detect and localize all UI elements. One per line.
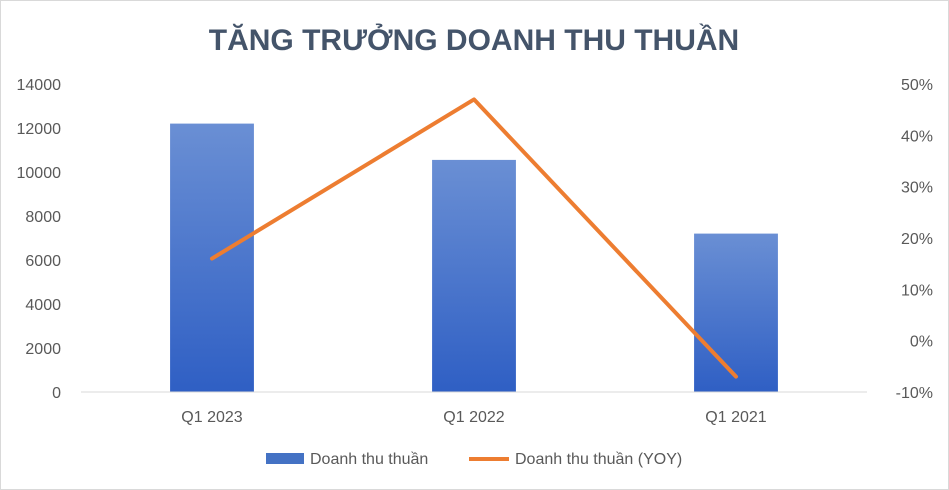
right-tick-label: 10% [901,282,933,299]
left-tick-label: 6000 [25,253,61,270]
chart-title: TĂNG TRƯỞNG DOANH THU THUẦN [209,23,739,57]
right-tick-label: -10% [896,385,933,402]
legend: Doanh thu thuần Doanh thu thuần (YOY) [266,451,682,468]
x-tick-label: Q1 2021 [705,409,766,426]
left-tick-label: 2000 [25,341,61,358]
x-tick-label: Q1 2023 [181,409,242,426]
left-tick-label: 8000 [25,209,61,226]
left-axis-ticks: 0 2000 4000 6000 8000 10000 12000 14000 [17,77,62,402]
legend-swatch-bar [266,453,304,464]
yoy-point-3 [734,375,738,379]
left-tick-label: 4000 [25,297,61,314]
right-tick-label: 50% [901,77,933,94]
line-series-group [210,97,738,379]
right-tick-label: 20% [901,231,933,248]
bar-3 [694,233,778,392]
x-axis-ticks: Q1 2023 Q1 2022 Q1 2021 [181,409,766,426]
bar-series-group [170,123,778,392]
left-tick-label: 10000 [17,165,62,182]
left-tick-label: 14000 [17,77,62,94]
legend-label-line: Doanh thu thuần (YOY) [515,451,682,468]
yoy-point-2 [472,97,476,101]
left-tick-label: 12000 [17,121,62,138]
right-axis-ticks: -10% 0% 10% 20% 30% 40% 50% [896,77,933,402]
yoy-point-1 [210,257,214,261]
yoy-line [210,97,738,379]
left-tick-label: 0 [52,385,61,402]
right-tick-label: 0% [910,334,933,351]
legend-label-bar: Doanh thu thuần [310,451,428,468]
right-tick-label: 40% [901,128,933,145]
right-tick-label: 30% [901,180,933,197]
x-tick-label: Q1 2022 [443,409,504,426]
bar-2 [432,159,516,392]
